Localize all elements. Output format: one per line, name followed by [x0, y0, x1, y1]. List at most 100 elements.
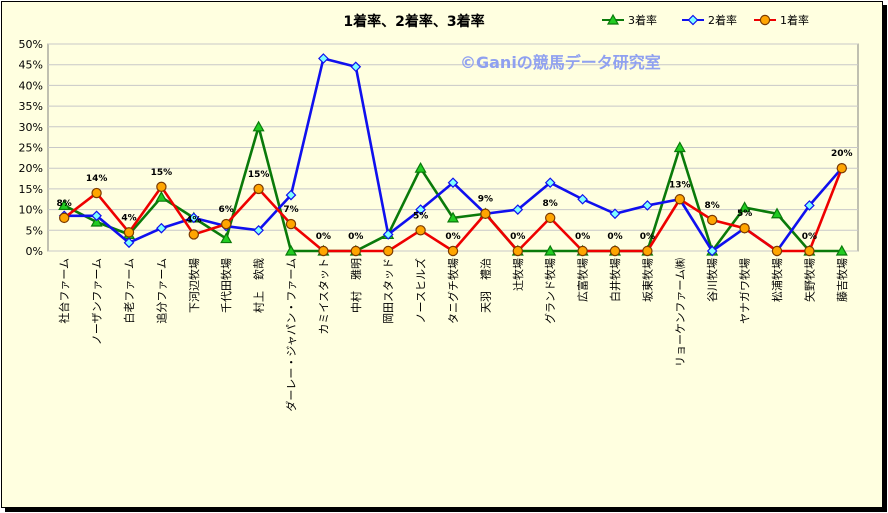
data-label: 15%	[248, 170, 270, 180]
watermark: ©Ganiの競馬データ研究室	[460, 53, 661, 72]
y-tick-label: 30%	[19, 121, 43, 134]
data-label: 7%	[283, 205, 298, 215]
x-tick-label: タニグチ牧場	[446, 258, 460, 324]
x-tick-label: ノースヒルズ	[414, 258, 428, 323]
x-tick-label: 藤吉牧場	[835, 258, 849, 302]
data-point	[59, 212, 70, 224]
data-label: 4%	[186, 215, 201, 225]
data-label: 0%	[640, 232, 655, 242]
data-point	[804, 245, 815, 257]
data-point	[545, 212, 556, 224]
data-point	[414, 161, 427, 173]
data-point	[577, 193, 588, 205]
data-point	[252, 120, 265, 132]
data-point	[674, 194, 686, 205]
data-label: 0%	[607, 232, 622, 242]
data-point	[771, 245, 783, 257]
y-tick-label: 15%	[19, 183, 43, 196]
data-label: 15%	[151, 168, 173, 178]
data-point	[512, 204, 524, 215]
data-point	[156, 222, 167, 234]
data-point	[447, 245, 459, 257]
data-label: 5%	[737, 209, 752, 219]
data-point	[90, 215, 103, 227]
data-point	[544, 244, 557, 256]
data-point	[91, 187, 102, 199]
x-tick-label: ヤナガワ牧場	[738, 258, 752, 324]
data-label: 4%	[121, 213, 136, 223]
data-label: 0%	[575, 232, 590, 242]
data-label: 20%	[831, 149, 853, 159]
y-tick-label: 40%	[19, 79, 43, 92]
data-point	[836, 162, 848, 174]
line-chart: 1着率、2着率、3着率 3着率 2着率 1着率 0% 5% 10% 15% 20% 25% 30…	[19, 13, 859, 412]
data-point	[480, 208, 491, 219]
x-tick-label: 下河辺牧場	[187, 258, 201, 313]
data-point	[220, 232, 233, 244]
data-point	[188, 212, 200, 224]
data-label: 8%	[543, 199, 558, 209]
data-point	[706, 245, 718, 257]
data-point	[446, 211, 460, 223]
x-tick-label: ノーザンファーム	[91, 258, 104, 345]
data-point	[415, 225, 426, 236]
data-point	[123, 237, 135, 249]
data-point	[383, 245, 394, 257]
x-tick-label: 谷川牧場	[705, 258, 719, 302]
x-tick-label: 村上 欽哉	[252, 258, 266, 313]
legend: 3着率 2着率 1着率	[602, 13, 809, 27]
x-tick-label: 広富牧場	[576, 258, 590, 302]
data-point	[609, 245, 621, 257]
data-point	[415, 204, 426, 215]
data-point	[253, 224, 264, 236]
x-tick-label: 追分ファーム	[154, 258, 168, 324]
data-point	[642, 200, 653, 211]
data-label: 0%	[510, 232, 525, 242]
data-point	[350, 61, 362, 73]
x-tick-label: ダーレー・ジャパン・ファーム	[284, 258, 298, 412]
y-tick-label: 35%	[19, 100, 43, 113]
data-point	[447, 177, 459, 189]
data-point	[350, 245, 361, 257]
x-tick-label: 白老ファーム	[122, 258, 136, 324]
data-point	[318, 53, 329, 64]
data-label: 0%	[445, 232, 460, 242]
x-tick-label: 辻牧場	[511, 258, 525, 291]
y-tick-label: 10%	[19, 204, 43, 217]
data-label: 14%	[86, 174, 108, 184]
data-point	[156, 181, 167, 193]
data-point	[285, 218, 297, 230]
data-label: 8%	[705, 201, 720, 211]
x-tick-label: 千代田牧場	[219, 258, 233, 313]
data-point	[284, 244, 298, 256]
data-point	[285, 189, 297, 201]
data-point	[188, 229, 199, 240]
data-point	[382, 229, 394, 240]
x-tick-label: 社台ファーム	[57, 258, 71, 324]
data-point	[609, 208, 621, 220]
data-point	[220, 218, 232, 230]
data-label: 5%	[413, 211, 428, 221]
data-point	[318, 245, 329, 257]
data-point	[512, 245, 523, 257]
y-tick-label: 45%	[19, 59, 43, 72]
data-point	[91, 210, 102, 222]
data-point	[739, 223, 750, 234]
data-point	[759, 14, 771, 26]
data-point	[770, 207, 784, 219]
data-label: 9%	[478, 195, 493, 205]
x-tick-label: 天羽 禮治	[478, 258, 492, 313]
y-tick-label: 0%	[26, 245, 43, 258]
legend-label: 3着率	[628, 13, 657, 27]
y-tick-label: 20%	[19, 162, 43, 175]
data-point	[58, 199, 71, 211]
data-point	[804, 200, 815, 211]
data-label: 8%	[57, 199, 72, 209]
data-point	[577, 245, 588, 257]
series-1着率	[59, 162, 848, 257]
data-point	[673, 141, 686, 153]
chart-title: 1着率、2着率、3着率	[343, 13, 484, 30]
data-point	[642, 245, 653, 257]
legend-label: 2着率	[708, 13, 737, 27]
